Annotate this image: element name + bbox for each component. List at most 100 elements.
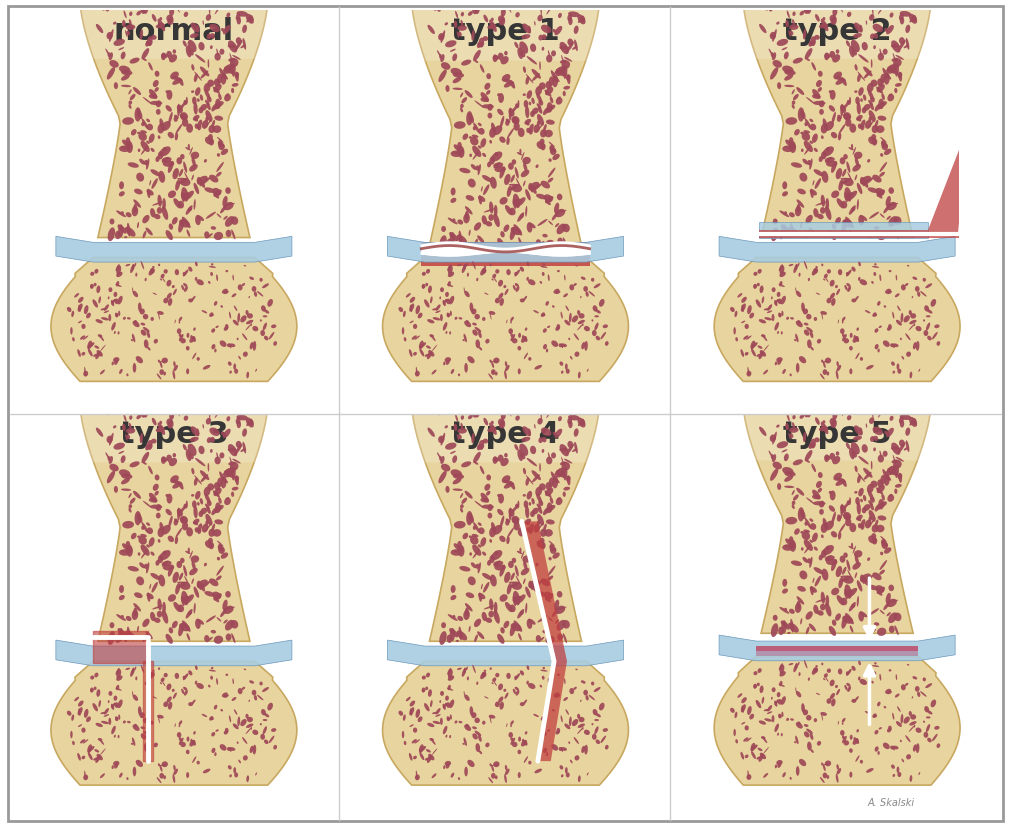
Ellipse shape xyxy=(426,686,429,691)
Ellipse shape xyxy=(94,749,99,753)
Ellipse shape xyxy=(512,582,522,590)
Ellipse shape xyxy=(463,610,470,620)
Ellipse shape xyxy=(854,296,858,301)
Ellipse shape xyxy=(179,720,182,725)
Ellipse shape xyxy=(539,464,541,472)
Ellipse shape xyxy=(453,78,462,84)
Ellipse shape xyxy=(107,228,115,242)
Ellipse shape xyxy=(232,89,235,94)
Ellipse shape xyxy=(880,552,884,556)
Ellipse shape xyxy=(226,747,231,751)
Ellipse shape xyxy=(225,591,231,598)
Ellipse shape xyxy=(812,667,818,675)
Ellipse shape xyxy=(777,300,779,304)
Ellipse shape xyxy=(926,716,930,719)
Ellipse shape xyxy=(916,728,922,733)
Ellipse shape xyxy=(111,323,116,331)
Ellipse shape xyxy=(517,153,523,156)
Ellipse shape xyxy=(134,667,136,671)
Ellipse shape xyxy=(181,193,190,199)
Ellipse shape xyxy=(578,17,583,24)
Ellipse shape xyxy=(878,506,883,510)
Ellipse shape xyxy=(774,700,777,707)
Ellipse shape xyxy=(119,147,130,153)
Ellipse shape xyxy=(550,147,556,153)
Ellipse shape xyxy=(782,450,788,453)
Ellipse shape xyxy=(483,209,494,214)
Ellipse shape xyxy=(821,535,824,538)
Ellipse shape xyxy=(888,613,898,623)
Ellipse shape xyxy=(141,323,146,326)
Ellipse shape xyxy=(818,72,823,78)
Bar xyxy=(756,647,918,657)
Ellipse shape xyxy=(753,285,757,289)
Ellipse shape xyxy=(936,342,940,346)
Ellipse shape xyxy=(460,104,464,109)
Ellipse shape xyxy=(875,730,879,734)
Ellipse shape xyxy=(416,771,418,780)
Ellipse shape xyxy=(108,700,109,703)
Ellipse shape xyxy=(867,518,876,529)
Ellipse shape xyxy=(599,703,605,710)
Ellipse shape xyxy=(158,556,164,563)
Ellipse shape xyxy=(464,265,466,271)
Ellipse shape xyxy=(178,102,187,113)
Ellipse shape xyxy=(837,116,842,120)
Ellipse shape xyxy=(181,193,185,203)
Ellipse shape xyxy=(888,67,898,75)
Bar xyxy=(756,652,918,657)
Ellipse shape xyxy=(504,362,508,368)
Ellipse shape xyxy=(912,0,919,7)
Ellipse shape xyxy=(503,286,507,289)
Ellipse shape xyxy=(803,30,807,41)
Ellipse shape xyxy=(132,288,133,293)
Ellipse shape xyxy=(217,137,223,144)
Ellipse shape xyxy=(193,587,199,598)
Ellipse shape xyxy=(584,341,587,351)
Ellipse shape xyxy=(480,99,489,103)
Ellipse shape xyxy=(163,701,168,707)
Ellipse shape xyxy=(440,55,445,63)
Ellipse shape xyxy=(141,665,145,673)
Ellipse shape xyxy=(577,418,585,428)
Ellipse shape xyxy=(487,104,493,112)
Ellipse shape xyxy=(415,336,420,340)
Ellipse shape xyxy=(162,157,169,164)
Ellipse shape xyxy=(528,358,532,361)
Ellipse shape xyxy=(191,556,199,563)
Ellipse shape xyxy=(460,94,463,99)
Ellipse shape xyxy=(846,669,851,676)
Ellipse shape xyxy=(523,494,526,497)
Ellipse shape xyxy=(803,557,808,563)
Ellipse shape xyxy=(236,417,241,425)
Ellipse shape xyxy=(917,292,920,297)
Ellipse shape xyxy=(557,271,560,273)
Ellipse shape xyxy=(152,267,155,269)
Ellipse shape xyxy=(242,737,248,744)
Ellipse shape xyxy=(883,69,889,80)
Ellipse shape xyxy=(125,31,127,38)
Ellipse shape xyxy=(801,132,804,135)
Ellipse shape xyxy=(856,580,862,592)
Ellipse shape xyxy=(487,428,496,432)
Ellipse shape xyxy=(125,265,130,267)
Ellipse shape xyxy=(149,63,153,71)
Ellipse shape xyxy=(759,350,766,357)
Ellipse shape xyxy=(904,315,910,323)
Ellipse shape xyxy=(108,53,113,61)
Ellipse shape xyxy=(836,566,842,577)
Ellipse shape xyxy=(863,504,870,511)
Ellipse shape xyxy=(814,318,817,321)
Ellipse shape xyxy=(200,474,208,483)
Ellipse shape xyxy=(135,273,137,277)
Ellipse shape xyxy=(888,95,894,103)
Ellipse shape xyxy=(593,284,601,289)
Ellipse shape xyxy=(213,190,221,198)
Ellipse shape xyxy=(504,765,508,771)
Ellipse shape xyxy=(224,67,235,75)
Ellipse shape xyxy=(243,755,248,761)
Ellipse shape xyxy=(871,525,879,533)
Ellipse shape xyxy=(109,433,113,446)
Ellipse shape xyxy=(468,626,471,633)
Ellipse shape xyxy=(155,72,160,78)
